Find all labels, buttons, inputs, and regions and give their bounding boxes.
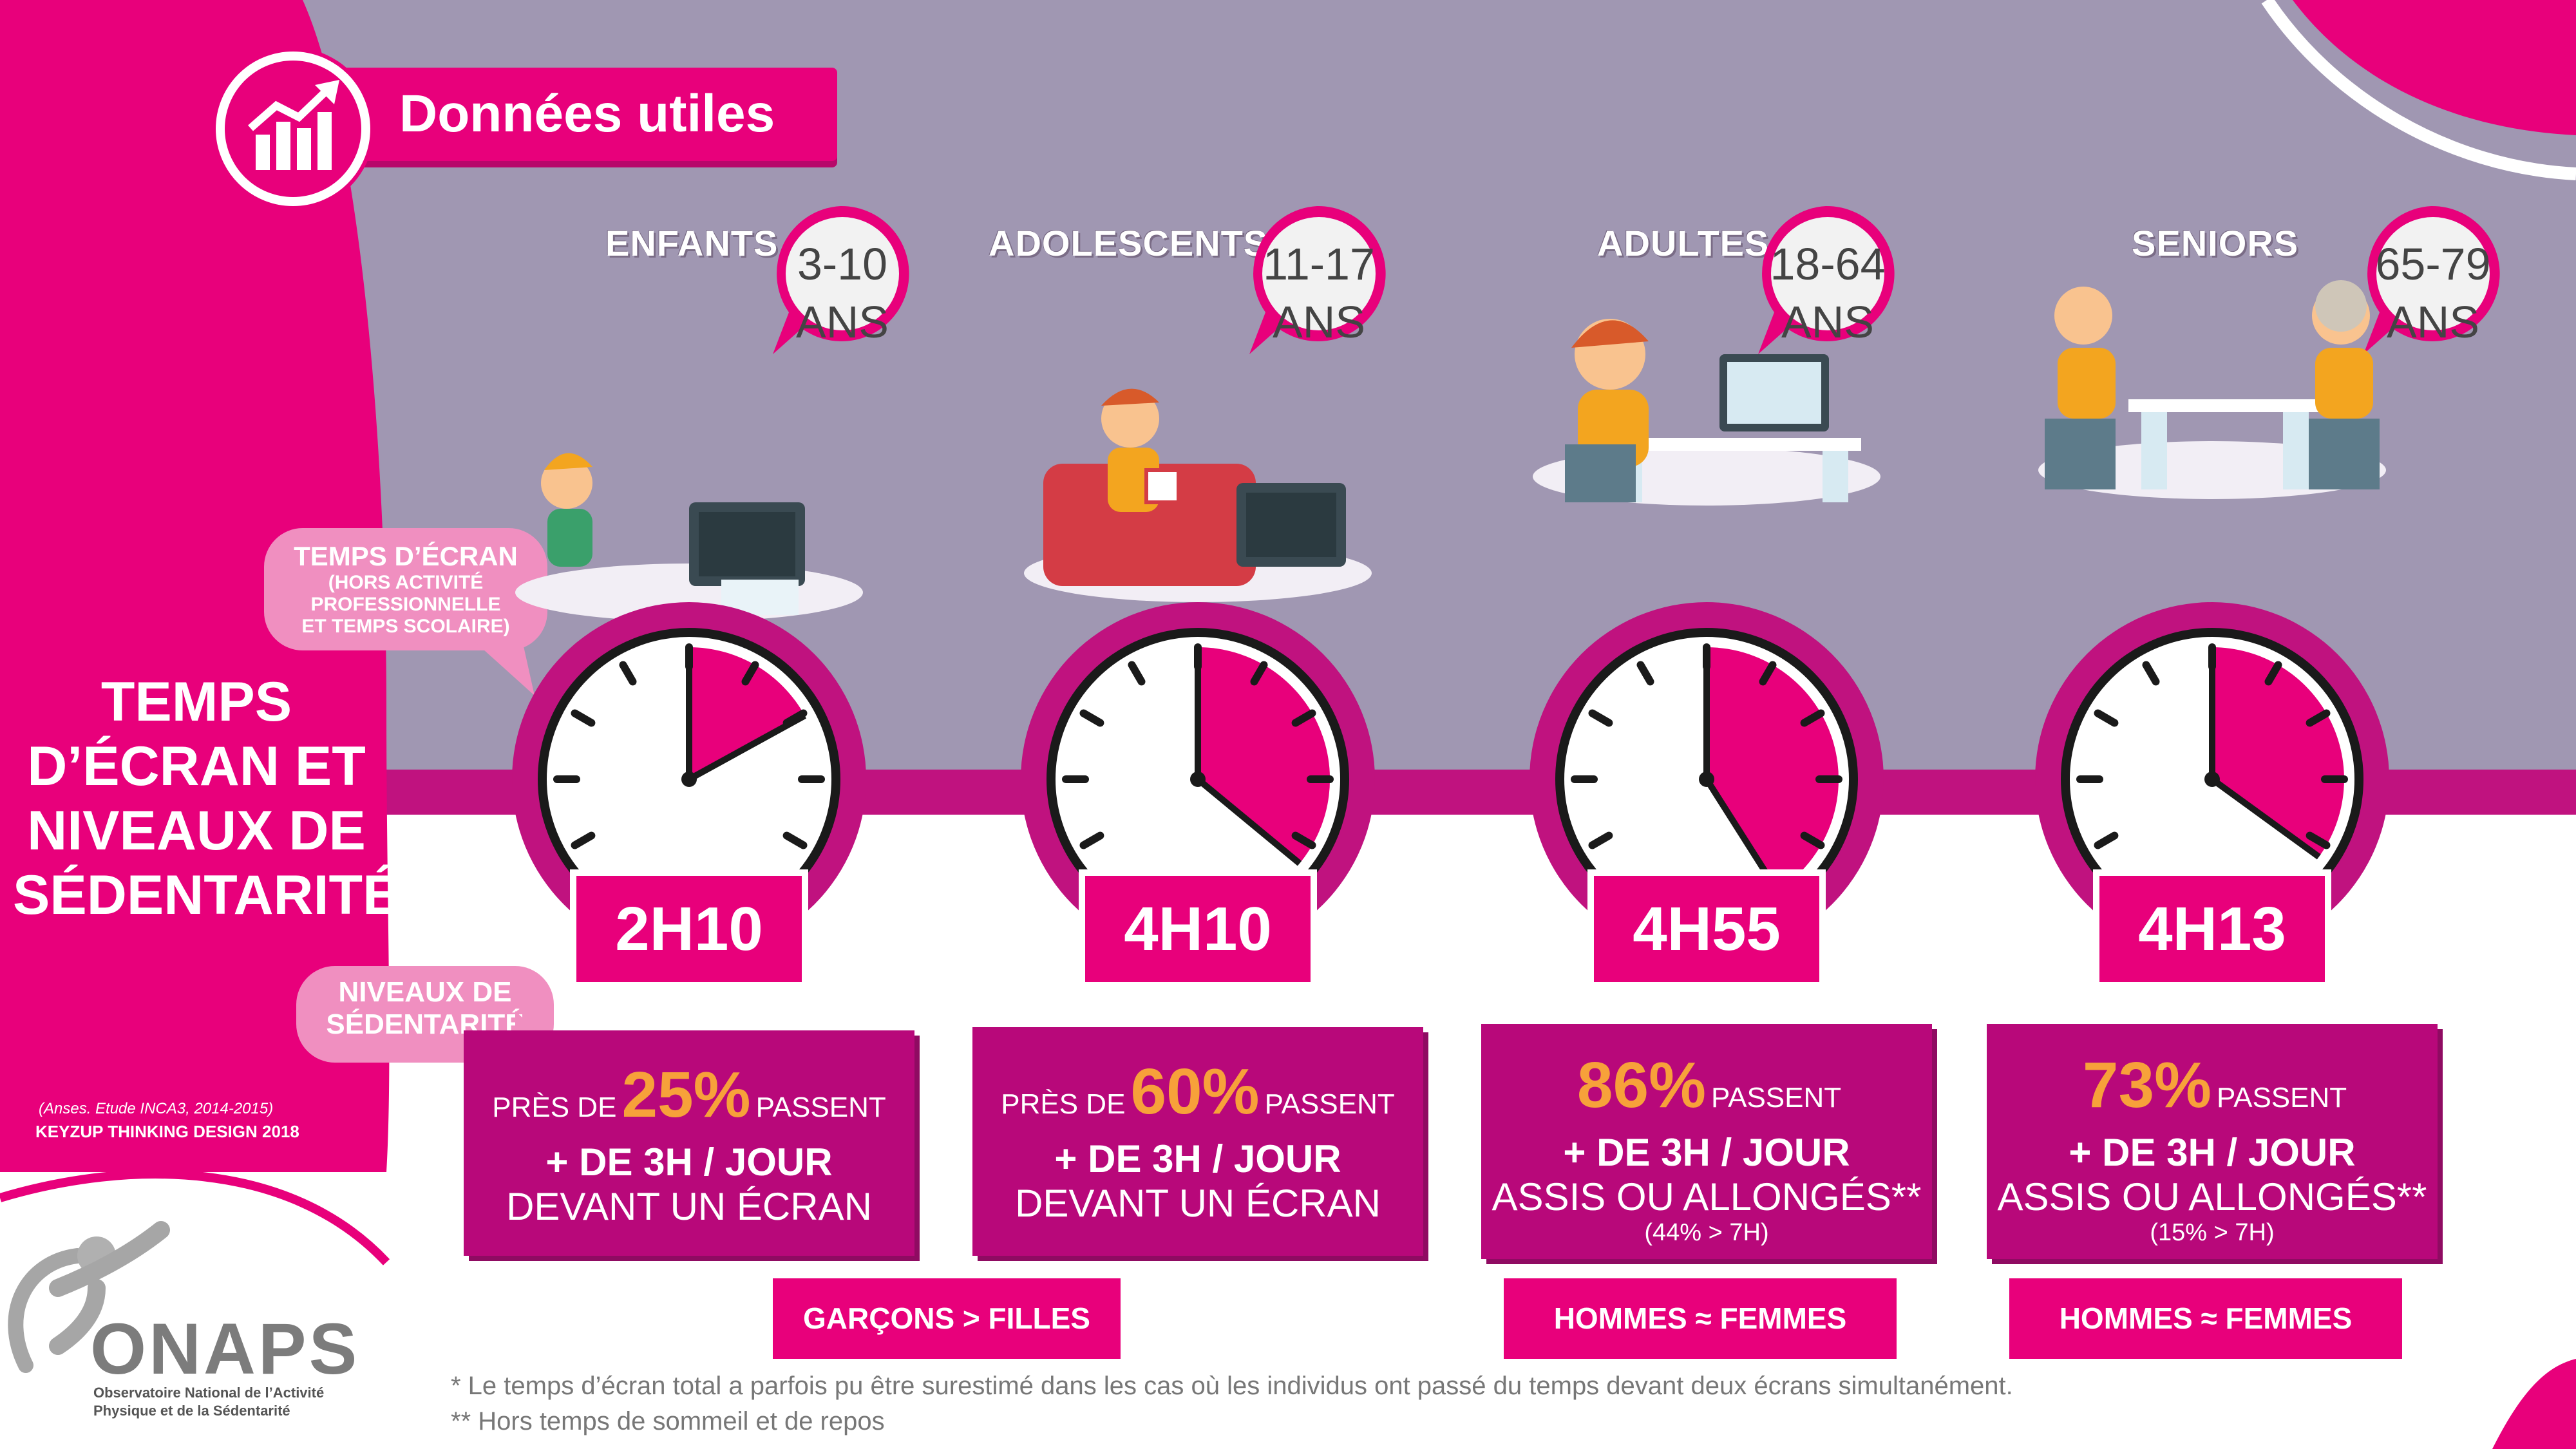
gender-comparison: GARÇONS > FILLES bbox=[773, 1278, 1121, 1359]
screen-time-bubble: TEMPS D’ÉCRAN (HORS ACTIVITÉ PROFESSIONN… bbox=[264, 528, 547, 650]
sedentary-stat-box: 73% PASSENT + DE 3H / JOUR ASSIS OU ALLONGÉ… bbox=[1987, 1024, 2438, 1259]
age-group-label: ADULTES bbox=[1597, 223, 1770, 263]
sedentary-bubble-line1: NIVEAUX DE bbox=[338, 976, 512, 1008]
stat-line-4: (44% > 7H) bbox=[1644, 1219, 1769, 1246]
source-line-2: KEYZUP THINKING DESIGN 2018 bbox=[35, 1122, 299, 1141]
screen-time-value: 4H55 bbox=[1594, 876, 1819, 982]
stat-suffix: PASSENT bbox=[2217, 1082, 2347, 1113]
age-range: 65-79 bbox=[2375, 239, 2491, 289]
stat-percent: 25% bbox=[621, 1059, 751, 1131]
stat-line-2: + DE 3H / JOUR bbox=[2069, 1131, 2356, 1174]
stat-percent: 73% bbox=[2082, 1049, 2212, 1121]
age-bubble bbox=[2363, 205, 2500, 354]
age-unit: ANS bbox=[1781, 297, 1874, 347]
main-title-line-3: NIVEAUX DE bbox=[27, 800, 366, 862]
screen-time-value: 2H10 bbox=[576, 876, 802, 982]
stat-line-2: + DE 3H / JOUR bbox=[545, 1141, 833, 1184]
stat-percent: 60% bbox=[1130, 1056, 1260, 1128]
stat-prefix: PRÈS DE bbox=[492, 1092, 617, 1123]
stat-suffix: PASSENT bbox=[1264, 1088, 1395, 1120]
age-group-label: ADOLESCENTS bbox=[989, 223, 1269, 263]
main-title-line-2: D’ÉCRAN ET bbox=[27, 735, 366, 797]
stat-prefix: PRÈS DE bbox=[1001, 1088, 1126, 1120]
onaps-logo-name: ONAPS bbox=[90, 1309, 360, 1389]
age-unit: ANS bbox=[796, 297, 889, 347]
stat-line-3: DEVANT UN ÉCRAN bbox=[506, 1185, 872, 1228]
sedentary-bubble: NIVEAUX DE SÉDENTARITÉ bbox=[296, 966, 554, 1063]
header-title: Données utiles bbox=[399, 84, 775, 143]
sedentary-stat-box: PRÈS DE25% PASSENT + DE 3H / JOUR DEVANT UN… bbox=[464, 1030, 914, 1256]
stat-line-1: PRÈS DE25% PASSENT bbox=[464, 1063, 914, 1140]
onaps-logo-sub1: Observatoire National de l’Activité bbox=[93, 1385, 325, 1401]
stat-line-3: ASSIS OU ALLONGÉS** bbox=[1997, 1175, 2427, 1218]
chart-growth-icon bbox=[216, 52, 370, 206]
source-line-1: (Anses. Etude INCA3, 2014-2015) bbox=[39, 1100, 274, 1117]
age-bubble-text: 11-17 ANS bbox=[1255, 235, 1383, 351]
age-bubble bbox=[1249, 205, 1386, 354]
stat-line-4: (15% > 7H) bbox=[2150, 1219, 2275, 1246]
onaps-figure-icon bbox=[8, 1221, 170, 1373]
age-range: 3-10 bbox=[797, 239, 888, 289]
scene-illustration bbox=[1533, 319, 1880, 506]
main-title: TEMPS D’ÉCRAN ET NIVEAUX DE SÉDENTARITÉ bbox=[13, 670, 400, 927]
stat-line-1: 86% PASSENT bbox=[1481, 1053, 1932, 1130]
age-range: 11-17 bbox=[1263, 239, 1375, 289]
stat-line-2: + DE 3H / JOUR bbox=[1054, 1137, 1341, 1180]
footnote-2: ** Hors temps de sommeil et de repos bbox=[451, 1407, 885, 1435]
clock-icon bbox=[2035, 602, 2389, 956]
sedentary-stat-box: PRÈS DE60% PASSENT + DE 3H / JOUR DEVANT UN… bbox=[972, 1027, 1423, 1256]
stat-suffix: PASSENT bbox=[755, 1092, 886, 1123]
stat-line-1: PRÈS DE60% PASSENT bbox=[972, 1059, 1423, 1137]
screen-time-value: 4H13 bbox=[2099, 876, 2325, 982]
header-tag bbox=[341, 68, 837, 161]
scene-illustration bbox=[1024, 388, 1372, 602]
age-unit: ANS bbox=[1273, 297, 1365, 347]
clock-icon bbox=[1021, 602, 1375, 956]
stat-line-3: DEVANT UN ÉCRAN bbox=[1015, 1182, 1381, 1225]
age-bubble-text: 18-64 ANS bbox=[1763, 235, 1892, 351]
clock-icon bbox=[1530, 602, 1884, 956]
gender-comparison: HOMMES ≈ FEMMES bbox=[2009, 1278, 2402, 1359]
stat-percent: 86% bbox=[1577, 1049, 1707, 1121]
screen-time-bubble-tail bbox=[470, 638, 535, 696]
sedentary-stat-box: 86% PASSENT + DE 3H / JOUR ASSIS OU ALLONGÉ… bbox=[1481, 1024, 1932, 1259]
age-unit: ANS bbox=[2387, 297, 2479, 347]
scene-illustration bbox=[2038, 280, 2386, 499]
age-range: 18-64 bbox=[1770, 239, 1886, 289]
age-bubble bbox=[1758, 205, 1895, 354]
age-bubble-text: 3-10 ANS bbox=[778, 235, 907, 351]
screen-time-bubble-sub1: (HORS ACTIVITÉ bbox=[328, 572, 484, 593]
age-group-label: SENIORS bbox=[2132, 223, 2299, 263]
gender-comparison: HOMMES ≈ FEMMES bbox=[1504, 1278, 1897, 1359]
onaps-logo-text: ONAPS bbox=[90, 1307, 359, 1390]
stat-line-1: 73% PASSENT bbox=[1987, 1053, 2438, 1130]
screen-time-bubble-sub3: ET TEMPS SCOLAIRE) bbox=[301, 616, 510, 637]
stat-line-2: + DE 3H / JOUR bbox=[1563, 1131, 1850, 1174]
stat-suffix: PASSENT bbox=[1711, 1082, 1842, 1113]
onaps-logo-sub2: Physique et de la Sédentarité bbox=[93, 1403, 290, 1419]
main-title-line-4: SÉDENTARITÉ bbox=[13, 864, 400, 926]
age-bubble-text: 65-79 ANS bbox=[2369, 235, 2497, 351]
age-group-label: ENFANTS bbox=[605, 223, 779, 263]
age-bubble bbox=[773, 205, 909, 354]
stat-line-3: ASSIS OU ALLONGÉS** bbox=[1492, 1175, 1922, 1218]
main-title-line-1: TEMPS bbox=[100, 671, 292, 733]
screen-time-bubble-title: TEMPS D’ÉCRAN bbox=[294, 541, 518, 571]
screen-time-value: 4H10 bbox=[1085, 876, 1311, 982]
screen-time-bubble-sub2: PROFESSIONNELLE bbox=[310, 594, 501, 615]
scene-illustration bbox=[515, 453, 863, 621]
footnote-1: * Le temps d’écran total a parfois pu êt… bbox=[451, 1372, 2013, 1400]
